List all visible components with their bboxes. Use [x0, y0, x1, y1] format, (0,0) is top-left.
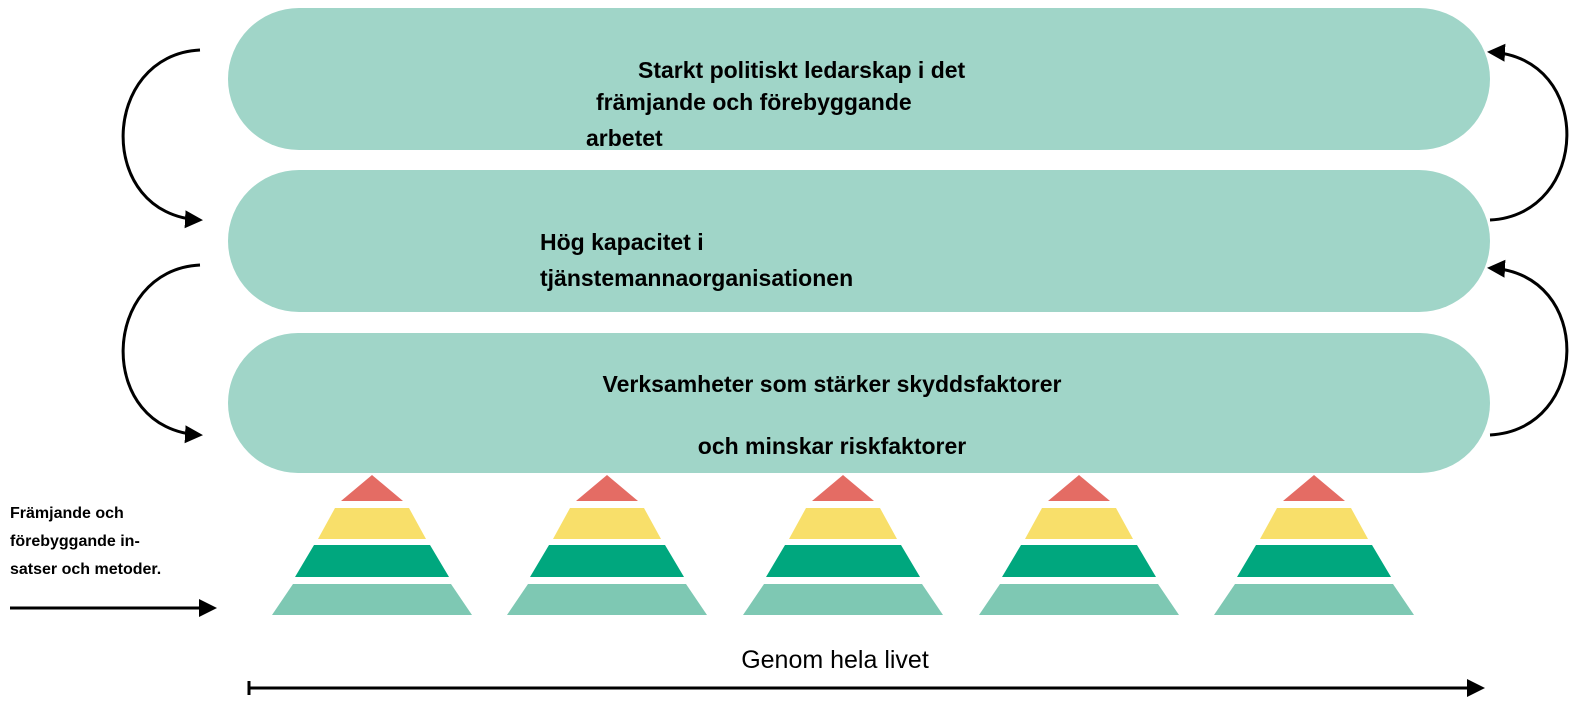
timeline-text: Genom hela livet — [741, 646, 929, 674]
pyramid-level — [1048, 475, 1110, 501]
pyramid-level — [318, 508, 426, 539]
layer-text: Verksamheter som stärker skyddsfaktorer — [603, 371, 1062, 397]
pyramid-level — [530, 545, 684, 577]
cycle-arrow — [1487, 259, 1569, 437]
pyramids — [272, 475, 1414, 615]
pyramid-level — [553, 508, 661, 539]
pyramid-level — [1283, 475, 1345, 501]
layer-text: och minskar riskfaktorer — [698, 433, 967, 459]
pyramid-level — [576, 475, 638, 501]
pyramid-level — [789, 508, 897, 539]
layer-text: tjänstemannaorganisationen — [540, 265, 853, 291]
pyramid-level — [1237, 545, 1391, 577]
pyramid-level — [1025, 508, 1133, 539]
cycle-arrow — [1487, 43, 1569, 222]
pyramid-level — [979, 584, 1179, 615]
side-text: Främjande och — [10, 505, 124, 522]
pyramid-level — [766, 545, 920, 577]
pyramid-level — [1260, 508, 1368, 539]
cycle-arrow — [121, 263, 203, 444]
pyramid-level — [743, 584, 943, 615]
pyramid-level — [341, 475, 403, 501]
pyramid-level — [1214, 584, 1414, 615]
pyramid-level — [1002, 545, 1156, 577]
layer-pill — [228, 333, 1490, 473]
layer-text: arbetet — [586, 125, 663, 151]
layer-text: främjande och förebyggande — [596, 89, 912, 115]
pyramid-level — [507, 584, 707, 615]
side-text: satser och metoder. — [10, 561, 161, 578]
pyramid-level — [295, 545, 449, 577]
cycle-arrow — [121, 48, 203, 229]
side-text: förebyggande in- — [10, 533, 140, 550]
layer-text: Hög kapacitet i — [540, 229, 704, 255]
layer-text: Starkt politiskt ledarskap i det — [638, 57, 966, 83]
layer-pill — [228, 170, 1490, 312]
layer-pill — [228, 8, 1490, 150]
pyramid-level — [272, 584, 472, 615]
pyramid-level — [812, 475, 874, 501]
